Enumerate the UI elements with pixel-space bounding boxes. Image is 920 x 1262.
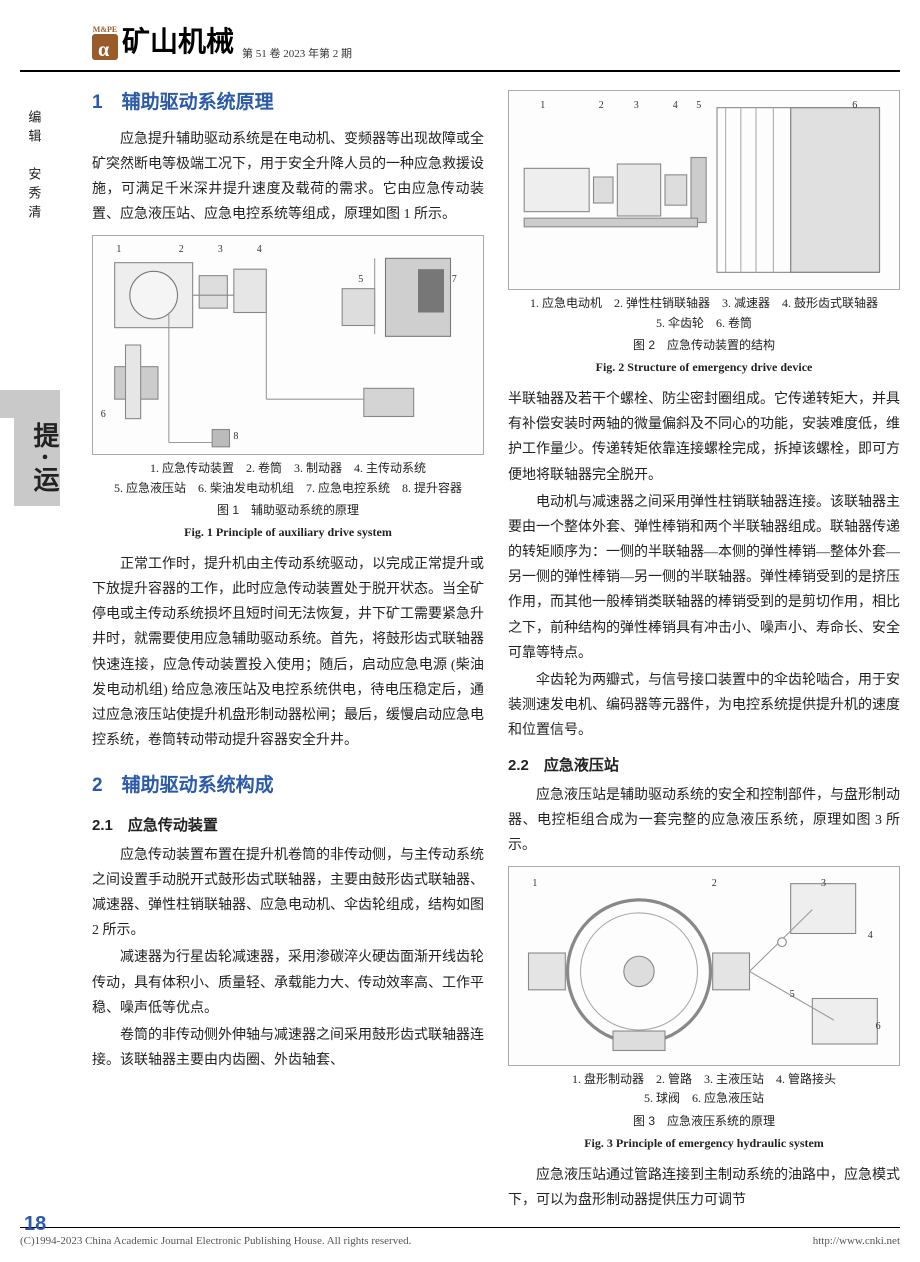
subsection-2-1-para-a: 应急传动装置布置在提升机卷筒的非传动侧，与主传动系统之间设置手动脱开式鼓形齿式联… [92, 843, 484, 944]
figure-3-caption-en: Fig. 3 Principle of emergency hydraulic … [508, 1133, 900, 1155]
figure-2-caption-en: Fig. 2 Structure of emergency drive devi… [508, 357, 900, 379]
figure-3-legend: 1. 盘形制动器 2. 管路 3. 主液压站 4. 管路接头 5. 球阀 6. … [508, 1070, 900, 1108]
page-number: 18 [24, 1206, 46, 1242]
subsection-2-2-para-a: 应急液压站是辅助驱动系统的安全和控制部件，与盘形制动器、电控柜组合成为一套完整的… [508, 783, 900, 859]
subsection-2-1-para-c: 卷筒的非传动侧外伸轴与减速器之间采用鼓形齿式联轴器连接。该联轴器主要由内齿圈、外… [92, 1023, 484, 1073]
subsection-2-1-para-b: 减速器为行星齿轮减速器，采用渗碳淬火硬齿面渐开线齿轮传动，具有体积小、质量轻、承… [92, 945, 484, 1021]
figure-3-caption-cn: 图 3 应急液压系统的原理 [508, 1111, 900, 1133]
journal-logo: M&PE 矿山机械 [92, 18, 234, 68]
section-tab: 提・运 [0, 390, 60, 506]
subsection-2-1-title: 2.1 应急传动装置 [92, 812, 484, 839]
section-1-para-2: 正常工作时，提升机由主传动系统驱动，以完成正常提升或下放提升容器的工作，此时应急… [92, 552, 484, 754]
page-footer: (C)1994-2023 China Academic Journal Elec… [20, 1227, 900, 1252]
figure-2-svg [509, 91, 899, 289]
figure-1-image: 1 2 3 4 5 6 7 8 [92, 235, 484, 455]
page-header: M&PE 矿山机械 第 51 卷 2023 年第 2 期 [20, 12, 900, 72]
figure-2-caption-cn: 图 2 应急传动装置的结构 [508, 335, 900, 357]
subsection-2-2-para-b: 应急液压站通过管路连接到主制动系统的油路中，应急模式下，可以为盘形制动器提供压力… [508, 1163, 900, 1213]
footer-left: (C)1994-2023 China Academic Journal Elec… [20, 1232, 411, 1252]
right-column: 1 2 3 4 5 6 1. 应急电动机 2. 弹性柱销联轴器 3. 减速器 4… [508, 82, 900, 1215]
figure-1-svg [93, 236, 483, 454]
logo-mark-icon [92, 34, 118, 60]
journal-name: 矿山机械 [122, 18, 234, 68]
section-1-para-1: 应急提升辅助驱动系统是在电动机、变频器等出现故障或全矿突然断电等极端工况下，用于… [92, 127, 484, 228]
figure-2-legend: 1. 应急电动机 2. 弹性柱销联轴器 3. 减速器 4. 鼓形齿式联轴器 5.… [508, 294, 900, 332]
footer-right: http://www.cnki.net [813, 1232, 900, 1252]
figure-3: 1 2 3 4 5 6 1. 盘形制动器 2. 管路 3. 主液压站 4. 管路… [508, 866, 900, 1155]
figure-1-caption-cn: 图 1 辅助驱动系统的原理 [92, 500, 484, 522]
figure-3-svg [509, 867, 899, 1065]
figure-2-image: 1 2 3 4 5 6 [508, 90, 900, 290]
subsection-2-2-title: 2.2 应急液压站 [508, 752, 900, 779]
section-tab-text: 提・运 [14, 416, 60, 506]
section-1-title: 1 辅助驱动系统原理 [92, 86, 484, 120]
figure-1: 1 2 3 4 5 6 7 8 1. 应急传动装置 2. 卷筒 3. 制动器 4… [92, 235, 484, 544]
right-para-2: 电动机与减速器之间采用弹性柱销联轴器连接。该联轴器主要由一个整体外套、弹性棒销和… [508, 490, 900, 666]
figure-2: 1 2 3 4 5 6 1. 应急电动机 2. 弹性柱销联轴器 3. 减速器 4… [508, 90, 900, 379]
editor-label: 编辑 安秀清 [22, 110, 45, 224]
left-margin-block: 编辑 安秀清 [22, 110, 50, 224]
right-para-1: 半联轴器及若干个螺栓、防尘密封圈组成。它传递转矩大，并具有补偿安装时两轴的微量偏… [508, 387, 900, 488]
left-column: 1 辅助驱动系统原理 应急提升辅助驱动系统是在电动机、变频器等出现故障或全矿突然… [92, 82, 484, 1215]
figure-1-legend: 1. 应急传动装置 2. 卷筒 3. 制动器 4. 主传动系统 5. 应急液压站… [92, 459, 484, 497]
figure-3-image: 1 2 3 4 5 6 [508, 866, 900, 1066]
section-2-title: 2 辅助驱动系统构成 [92, 769, 484, 803]
right-para-3: 伞齿轮为两瓣式，与信号接口装置中的伞齿轮啮合，用于安装测速发电机、编码器等元器件… [508, 668, 900, 744]
content-columns: 1 辅助驱动系统原理 应急提升辅助驱动系统是在电动机、变频器等出现故障或全矿突然… [92, 82, 900, 1215]
figure-1-caption-en: Fig. 1 Principle of auxiliary drive syst… [92, 522, 484, 544]
issue-info: 第 51 卷 2023 年第 2 期 [242, 45, 352, 69]
